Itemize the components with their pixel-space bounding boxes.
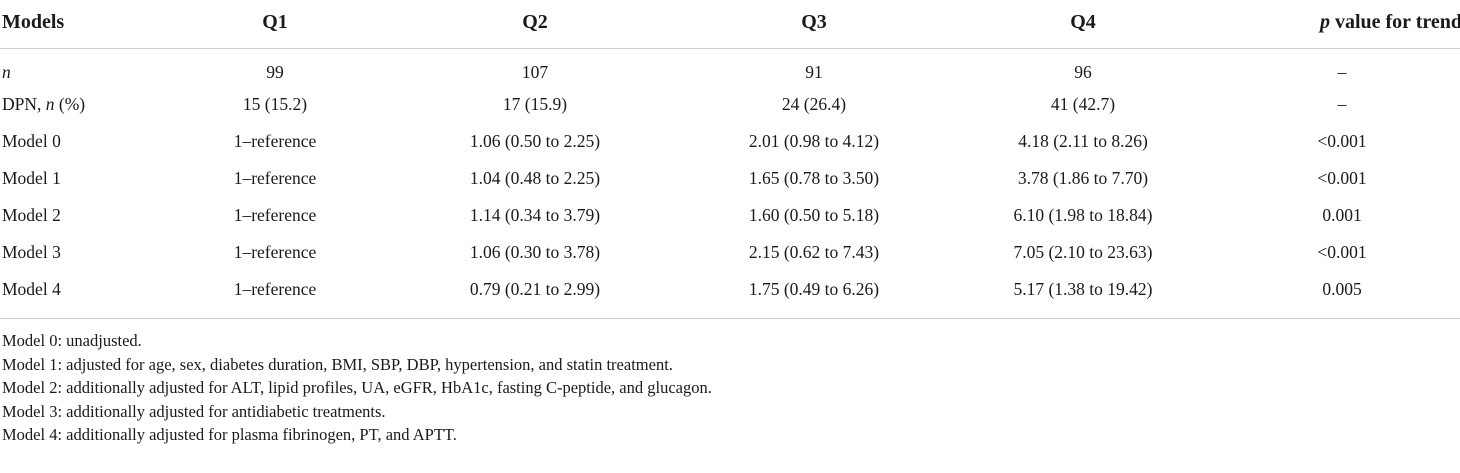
row-label: Model 3	[2, 242, 61, 262]
row-label: DPN, n (%)	[0, 86, 162, 123]
cell-q4: 3.78 (1.86 to 7.70)	[1017, 168, 1149, 188]
header-q2: Q2	[388, 0, 682, 49]
cell-q4: 4.18 (2.11 to 8.26)	[1018, 131, 1148, 151]
results-table: Models Q1 Q2 Q3 Q4 p value for trend n 9…	[0, 0, 1460, 319]
header-q4: Q4	[946, 0, 1220, 49]
cell-q3: 91	[805, 61, 823, 82]
row-label: Model 1	[2, 168, 61, 188]
table-footnotes: Model 0: unadjusted. Model 1: adjusted f…	[0, 319, 1460, 447]
cell-q2: 1.04 (0.48 to 2.25)	[469, 168, 601, 188]
row-label-italic: n	[45, 94, 55, 114]
cell-q3: 2.15 (0.62 to 7.43)	[748, 242, 880, 262]
footnote: Model 2: additionally adjusted for ALT, …	[2, 378, 712, 398]
cell-q4: 5.17 (1.38 to 19.42)	[946, 271, 1220, 319]
footnote: Model 0: unadjusted.	[2, 331, 142, 350]
row-label: Model 0	[2, 131, 61, 151]
cell-q2: 1.06 (0.50 to 2.25)	[469, 131, 601, 151]
row-label-italic: n	[2, 61, 11, 82]
cell-q1: 1–reference	[233, 242, 317, 262]
table-header: Models Q1 Q2 Q3 Q4 p value for trend	[0, 0, 1460, 49]
cell-q3: 1.60 (0.50 to 5.18)	[748, 205, 880, 225]
row-label: Model 4	[0, 271, 162, 319]
row-label: n	[0, 49, 162, 87]
cell-q1: 1–reference	[233, 131, 317, 151]
table-row: Model 2 1–reference 1.14 (0.34 to 3.79) …	[0, 197, 1460, 234]
cell-q3: 1.75 (0.49 to 6.26)	[682, 271, 946, 319]
cell-q2: 107	[521, 61, 549, 82]
table-row: DPN, n (%) 15 (15.2) 17 (15.9) 24 (26.4)…	[0, 86, 1460, 123]
cell-q4: 41 (42.7)	[1050, 94, 1116, 114]
table-row: n 99 107 91 96 –	[0, 49, 1460, 87]
footnote: Model 1: adjusted for age, sex, diabetes…	[2, 354, 673, 374]
header-row: Models Q1 Q2 Q3 Q4 p value for trend	[0, 0, 1460, 49]
table-row: Model 0 1–reference 1.06 (0.50 to 2.25) …	[0, 123, 1460, 160]
cell-p: –	[1337, 94, 1347, 114]
cell-q2: 0.79 (0.21 to 2.99)	[388, 271, 682, 319]
header-p-value: p value for trend	[1220, 0, 1460, 49]
row-label-prefix: DPN,	[2, 94, 46, 114]
footnote: Model 3: additionally adjusted for antid…	[2, 401, 386, 421]
cell-p: 0.005	[1220, 271, 1460, 319]
cell-q2: 1.14 (0.34 to 3.79)	[469, 205, 601, 225]
table-body: n 99 107 91 96 – DPN, n (%) 15 (15.2) 17…	[0, 49, 1460, 319]
row-label-rest: (%)	[54, 94, 86, 114]
header-p-italic: p	[1319, 10, 1330, 33]
cell-p: <0.001	[1317, 131, 1367, 151]
cell-p: –	[1337, 61, 1347, 82]
cell-q3: 24 (26.4)	[781, 94, 847, 114]
cell-q3: 2.01 (0.98 to 4.12)	[748, 131, 880, 151]
cell-q1: 15 (15.2)	[242, 94, 308, 114]
cell-q1: 1–reference	[233, 205, 317, 225]
row-label: Model 2	[2, 205, 61, 225]
cell-p: <0.001	[1317, 168, 1367, 188]
header-p-rest: value for trend	[1329, 10, 1460, 33]
cell-q2: 17 (15.9)	[502, 94, 568, 114]
cell-p: 0.001	[1322, 205, 1362, 225]
cell-q4: 96	[1074, 61, 1092, 82]
cell-q4: 6.10 (1.98 to 18.84)	[1013, 205, 1153, 225]
cell-q3: 1.65 (0.78 to 3.50)	[748, 168, 880, 188]
table-row: Model 3 1–reference 1.06 (0.30 to 3.78) …	[0, 234, 1460, 271]
cell-q4: 7.05 (2.10 to 23.63)	[1013, 242, 1153, 262]
cell-q1: 99	[266, 61, 284, 82]
header-models: Models	[0, 0, 162, 49]
table-row: Model 4 1–reference 0.79 (0.21 to 2.99) …	[0, 271, 1460, 319]
header-q1: Q1	[162, 0, 388, 49]
header-q3: Q3	[682, 0, 946, 49]
cell-q1: 1–reference	[162, 271, 388, 319]
cell-p: <0.001	[1317, 242, 1367, 262]
table-row: Model 1 1–reference 1.04 (0.48 to 2.25) …	[0, 160, 1460, 197]
cell-q1: 1–reference	[233, 168, 317, 188]
results-table-container: Models Q1 Q2 Q3 Q4 p value for trend n 9…	[0, 0, 1460, 447]
cell-q2: 1.06 (0.30 to 3.78)	[469, 242, 601, 262]
footnote: Model 4: additionally adjusted for plasm…	[2, 425, 457, 445]
